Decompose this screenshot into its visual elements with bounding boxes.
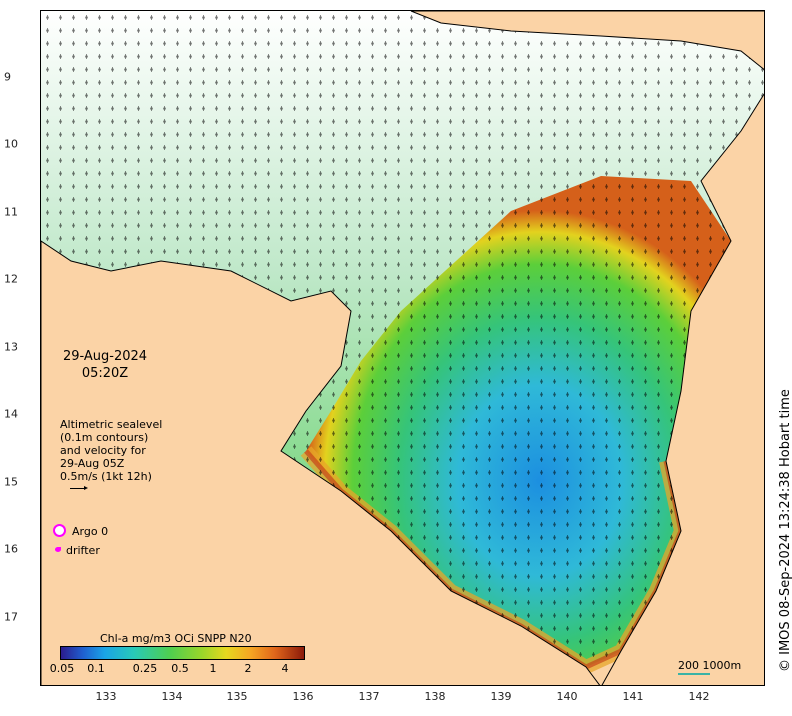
lon-tick: 136 [292, 690, 314, 703]
colorbar-tick: 1 [209, 662, 217, 675]
lat-tick: 15 [4, 475, 18, 489]
cape-york-land [601, 93, 764, 685]
map-frame [40, 10, 765, 686]
arnhem-land [41, 240, 601, 685]
lon-tick: 137 [358, 690, 380, 703]
argo-label: Argo 0 [72, 525, 109, 538]
colorbar [60, 646, 305, 660]
altimetry-line: Altimetric sealevel [60, 418, 163, 431]
new-guinea-land [410, 11, 764, 71]
drifter-icon [55, 547, 61, 552]
lat-tick: 14 [4, 407, 18, 421]
date-text: 29-Aug-2024 [62, 349, 148, 364]
lat-tick: 16 [4, 542, 18, 556]
colorbar-tick: 0.1 [87, 662, 105, 675]
lon-tick: 141 [622, 690, 644, 703]
lat-tick: 17 [4, 610, 18, 624]
colorbar-title: Chl-a mg/m3 OCi SNPP N20 [100, 632, 252, 645]
lon-tick: 139 [490, 690, 512, 703]
credit-label: © IMOS 08-Sep-2024 13:24:38 Hobart time [778, 389, 792, 672]
lat-tick: 13 [4, 340, 18, 354]
colorbar-tick: 2 [244, 662, 252, 675]
altimetry-line: (0.1m contours) [60, 431, 149, 444]
drifter-label: drifter [66, 544, 100, 557]
altimetry-line: and velocity for [60, 444, 146, 457]
date-label: 29-Aug-2024 05:20Z [60, 348, 150, 382]
depth-scale-label: 200 1000m [678, 659, 742, 672]
colorbar-tick: 0.05 [49, 662, 75, 675]
altimetry-line: 0.5m/s (1kt 12h) [60, 470, 152, 483]
colorbar-tick: 0.25 [132, 662, 158, 675]
lon-tick: 142 [688, 690, 710, 703]
lat-tick: 12 [4, 272, 18, 286]
depth-scale-bar [678, 673, 710, 675]
argo-circle-icon [53, 524, 66, 537]
chlorophyll-map [41, 11, 764, 685]
altimetry-legend: Altimetric sealevel (0.1m contours) and … [60, 418, 162, 483]
lon-tick: 133 [95, 690, 117, 703]
time-text: 05:20Z [81, 366, 129, 381]
lon-tick: 134 [161, 690, 183, 703]
velocity-scale-arrow-icon [70, 486, 88, 490]
lat-tick: 9 [4, 70, 11, 84]
lon-tick: 138 [424, 690, 446, 703]
colorbar-tick: 4 [281, 662, 289, 675]
lon-tick: 140 [556, 690, 578, 703]
lon-tick: 135 [226, 690, 248, 703]
colorbar-tick: 0.5 [171, 662, 189, 675]
altimetry-line: 29-Aug 05Z [60, 457, 125, 470]
lat-tick: 11 [4, 205, 18, 219]
lat-tick: 10 [4, 137, 18, 151]
